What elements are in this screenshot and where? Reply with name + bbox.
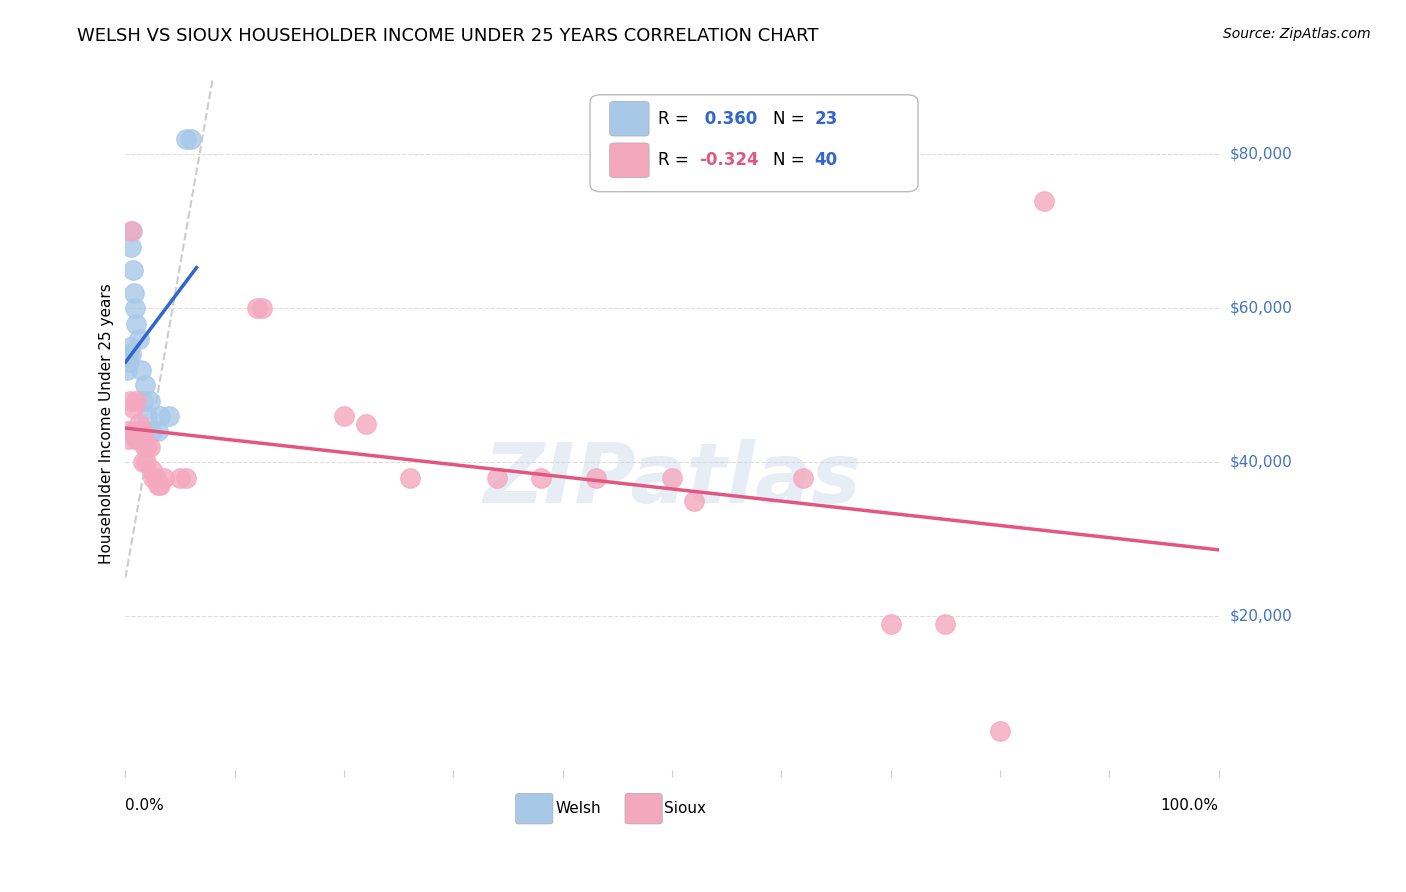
Point (530, 470, 553, 484)
Point (118, 355, 141, 369)
Point (398, 470, 420, 484)
Text: WELSH VS SIOUX HOUSEHOLDER INCOME UNDER 25 YEARS CORRELATION CHART: WELSH VS SIOUX HOUSEHOLDER INCOME UNDER … (77, 27, 818, 45)
Point (683, 493, 706, 508)
Point (138, 440, 160, 454)
Point (124, 301, 146, 316)
Point (117, 347, 139, 361)
Text: 100.0%: 100.0% (1160, 797, 1219, 813)
Point (149, 478, 172, 492)
Point (180, 132, 202, 146)
Point (250, 301, 273, 316)
Point (879, 616, 901, 631)
Point (136, 440, 159, 454)
FancyBboxPatch shape (591, 95, 918, 192)
Text: 23: 23 (814, 110, 838, 128)
FancyBboxPatch shape (610, 102, 650, 136)
Text: Sioux: Sioux (665, 801, 706, 816)
Point (141, 463, 163, 477)
Text: ZIPatlas: ZIPatlas (484, 439, 860, 519)
Point (127, 432, 149, 446)
Point (125, 317, 148, 331)
Text: $20,000: $20,000 (1230, 608, 1292, 624)
Text: Source: ZipAtlas.com: Source: ZipAtlas.com (1223, 27, 1371, 41)
Point (174, 132, 197, 146)
Text: $60,000: $60,000 (1230, 301, 1292, 316)
Point (115, 363, 138, 377)
Point (122, 401, 145, 416)
Point (134, 378, 156, 392)
Point (486, 470, 509, 484)
Point (118, 340, 141, 354)
FancyBboxPatch shape (610, 143, 650, 178)
FancyBboxPatch shape (626, 794, 662, 824)
Text: R =: R = (658, 110, 693, 128)
Point (115, 425, 138, 439)
Text: N =: N = (773, 110, 810, 128)
Point (148, 425, 170, 439)
Point (124, 432, 146, 446)
Point (131, 425, 153, 439)
Point (148, 478, 170, 492)
Point (132, 455, 155, 469)
Point (122, 285, 145, 300)
Point (120, 240, 142, 254)
Point (120, 224, 142, 238)
FancyBboxPatch shape (516, 794, 553, 824)
Point (118, 393, 141, 408)
Point (120, 347, 142, 361)
Point (152, 470, 174, 484)
Point (125, 393, 148, 408)
Text: 0.0%: 0.0% (125, 797, 165, 813)
Point (122, 262, 145, 277)
Text: -0.324: -0.324 (699, 152, 759, 169)
Text: 40: 40 (814, 152, 837, 169)
Point (128, 332, 150, 346)
Point (246, 301, 269, 316)
Point (988, 724, 1011, 739)
Point (333, 409, 356, 423)
Text: $80,000: $80,000 (1230, 147, 1292, 161)
Point (117, 432, 139, 446)
Point (354, 417, 377, 431)
Point (934, 616, 956, 631)
Text: N =: N = (773, 152, 810, 169)
Y-axis label: Householder Income Under 25 years: Householder Income Under 25 years (100, 284, 114, 564)
Point (122, 425, 145, 439)
Point (134, 440, 156, 454)
Text: $40,000: $40,000 (1230, 455, 1292, 470)
Point (136, 409, 159, 423)
Point (145, 470, 167, 484)
Point (132, 432, 155, 446)
Point (138, 393, 160, 408)
Point (792, 470, 814, 484)
Point (142, 470, 165, 484)
Point (128, 417, 150, 431)
Point (135, 455, 157, 469)
Point (1032, 194, 1054, 208)
Point (128, 425, 150, 439)
Point (174, 470, 197, 484)
Point (141, 425, 163, 439)
Point (169, 470, 191, 484)
Point (132, 393, 155, 408)
Point (149, 409, 172, 423)
Text: 0.360: 0.360 (699, 110, 758, 128)
Text: R =: R = (658, 152, 693, 169)
Point (585, 470, 607, 484)
Point (121, 224, 143, 238)
Point (129, 363, 152, 377)
Point (157, 409, 180, 423)
Text: Welsh: Welsh (555, 801, 600, 816)
Point (661, 470, 683, 484)
